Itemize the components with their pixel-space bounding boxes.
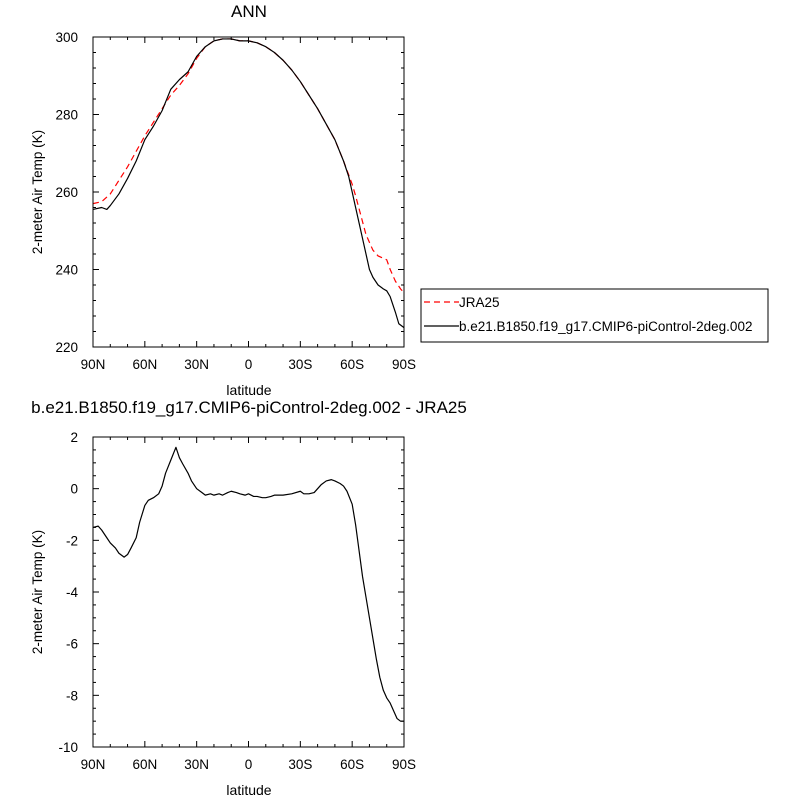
bottom-x-tick-label: 30S [288,757,312,772]
bottom-chart-title: b.e21.B1850.f19_g17.CMIP6-piControl-2deg… [31,398,467,417]
legend-box [420,288,769,343]
bottom-ticks: 90N 60N 30N 0 30S 60S 90S -10 -8 -6 -4 -2 0 2 [58,430,416,772]
legend-label-jra25: JRA25 [459,295,500,310]
top-x-axis-label: latitude [226,382,271,398]
top-x-tick-label: 0 [245,357,253,372]
bottom-plot-frame [92,436,405,748]
bottom-y-tick-label: -4 [66,585,78,600]
top-chart-title: ANN [231,2,267,21]
top-y-tick-label: 260 [55,185,78,200]
top-x-tick-label: 90N [81,357,106,372]
bottom-x-tick-label: 60S [340,757,364,772]
bottom-y-tick-label: -2 [66,533,78,548]
bottom-y-tick-label: -8 [66,688,78,703]
top-x-tick-label: 30N [184,357,209,372]
top-y-tick-label: 240 [55,263,78,278]
top-series-b-e21-b1850-f19-g17-cmip6-picontrol-2deg-002 [92,38,405,329]
top-x-tick-label: 90S [392,357,416,372]
top-x-tick-label: 60S [340,357,364,372]
top-y-tick-label: 300 [55,30,78,45]
bottom-x-axis-label: latitude [226,782,271,798]
bottom-y-tick-label: -10 [58,740,78,755]
top-plot-frame [92,36,405,348]
top-y-tick-label: 280 [55,108,78,123]
top-x-tick-label: 30S [288,357,312,372]
legend-label-model: b.e21.B1850.f19_g17.CMIP6-piControl-2deg… [459,319,752,334]
bottom-x-tick-label: 60N [132,757,157,772]
top-y-axis-label: 2-meter Air Temp (K) [30,130,45,254]
bottom-x-tick-label: 0 [245,757,253,772]
bottom-x-tick-label: 90N [81,757,106,772]
bottom-series-difference [92,446,404,722]
bottom-y-axis-label: 2-meter Air Temp (K) [30,530,45,654]
legend: JRA25 b.e21.B1850.f19_g17.CMIP6-piContro… [420,288,769,343]
top-y-tick-label: 220 [55,340,78,355]
bottom-series-group [92,446,404,722]
top-panel: ANN 90N 60N 30N 0 30S 60S 90S 220 240 260 280 300 l… [30,2,416,398]
bottom-panel: b.e21.B1850.f19_g17.CMIP6-piControl-2deg… [30,398,467,798]
bottom-y-tick-label: -6 [66,637,78,652]
bottom-y-tick-label: 0 [70,482,78,497]
top-ticks: 90N 60N 30N 0 30S 60S 90S 220 240 260 280 300 [55,30,416,372]
top-series-jra25 [92,38,405,294]
bottom-y-tick-label: 2 [70,430,78,445]
top-x-tick-label: 60N [132,357,157,372]
bottom-x-tick-label: 30N [184,757,209,772]
top-series-group [92,38,405,329]
bottom-x-tick-label: 90S [392,757,416,772]
